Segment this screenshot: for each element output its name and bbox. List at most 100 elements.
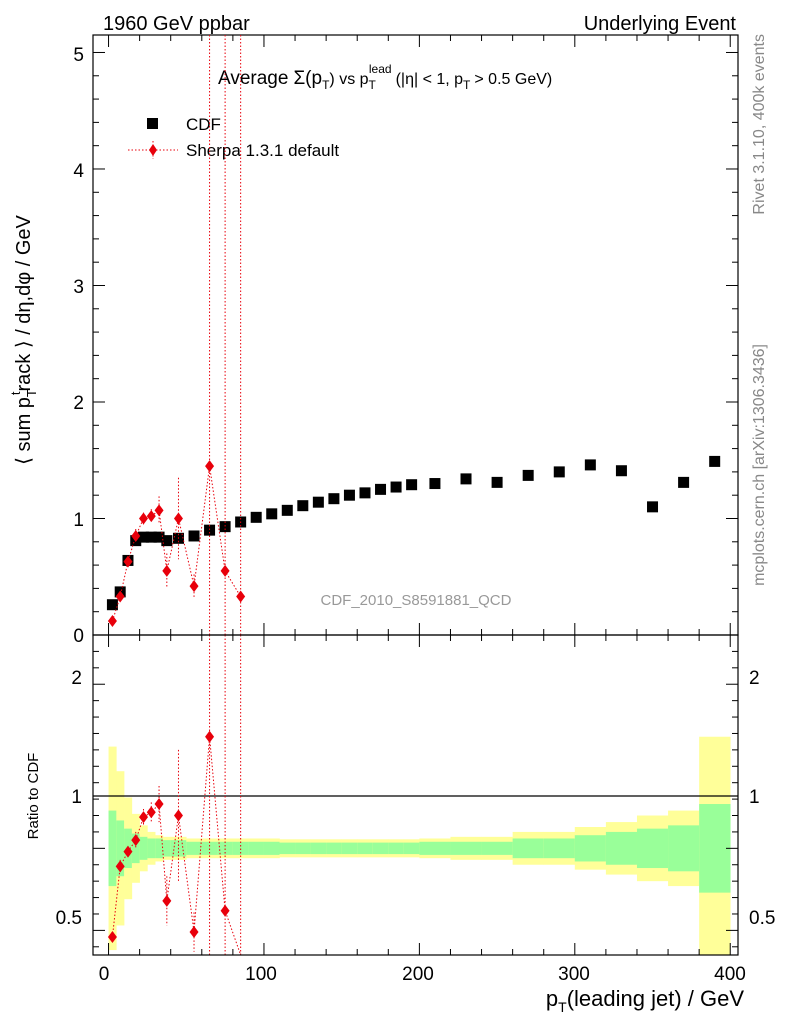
sherpa-point [236, 590, 246, 603]
ratio-data-layer [107, 635, 242, 956]
sherpa-ratio-point [220, 904, 230, 917]
sherpa-ratio-point [146, 806, 156, 819]
main-ticks [93, 35, 738, 636]
sherpa-ratio-point [123, 845, 133, 858]
cdf-point [204, 524, 216, 536]
cdf-point [297, 500, 309, 512]
cdf-point [138, 531, 150, 543]
ratio-inner-band [403, 842, 420, 855]
cdf-point [343, 489, 355, 501]
sherpa-ratio-point [205, 730, 215, 743]
sherpa-ratio-point [154, 798, 164, 811]
ratio-inner-band [341, 842, 358, 855]
sherpa-ratio-point [107, 930, 117, 943]
sherpa-point [131, 529, 141, 542]
cdf-point [491, 476, 503, 488]
legend-sherpa-marker [149, 144, 157, 156]
legend-cdf-marker [147, 118, 158, 129]
legend-cdf-label: CDF [186, 115, 221, 134]
sherpa-ratio-point [173, 809, 183, 822]
cdf-point [250, 511, 262, 523]
sherpa-point [189, 580, 199, 593]
ratio-ytick-label-right-1: 1 [749, 787, 760, 808]
sherpa-point [139, 512, 149, 525]
sherpa-point [115, 590, 125, 603]
ratio-ticks [93, 635, 738, 955]
cdf-point [615, 465, 627, 477]
rivet-label: Rivet 3.1.10, 400k events [751, 34, 768, 215]
ratio-inner-band [419, 841, 451, 855]
ratio-ytick-label-right-2: 2 [749, 668, 760, 689]
cdf-point [328, 493, 340, 505]
ratio-ytick-label-2: 2 [71, 668, 82, 689]
ratio-inner-band [131, 833, 140, 864]
ratio-inner-band [605, 831, 638, 865]
sherpa-point [154, 504, 164, 517]
sherpa-ratio-point [115, 860, 125, 873]
ytick-label-5: 5 [73, 45, 84, 66]
cdf-point [390, 481, 402, 493]
ratio-inner-band [116, 820, 125, 877]
ratio-inner-band [636, 828, 669, 869]
sherpa-point [205, 460, 215, 473]
analysis-watermark: CDF_2010_S8591881_QCD [321, 592, 512, 609]
xaxis-label: pT(leading jet) / GeV [546, 986, 744, 1015]
sherpa-point [123, 555, 133, 568]
legend: CDF Sherpa 1.3.1 default [128, 115, 339, 160]
main-ylabel: ⟨ sum pTtrack ⟩ / dη,dφ / GeV [8, 214, 39, 464]
header-right: Underlying Event [584, 13, 737, 35]
cdf-point [429, 478, 441, 490]
cdf-point [161, 535, 173, 547]
ratio-inner-band [263, 841, 280, 855]
main-panel: 0 1 2 3 4 5 ⟨ sum pTtrack ⟩ / dη,dφ / Ge… [8, 34, 739, 647]
cdf-point [522, 469, 534, 481]
cdf-point [709, 455, 721, 467]
ratio-inner-band [147, 838, 156, 859]
ratio-inner-band [279, 842, 296, 855]
cdf-point [153, 531, 165, 543]
cdf-point [678, 476, 690, 488]
ratio-inner-band [108, 810, 117, 887]
legend-sherpa-label: Sherpa 1.3.1 default [186, 141, 339, 160]
ratio-inner-band [450, 841, 482, 855]
ratio-inner-band [295, 842, 311, 855]
cdf-point [219, 521, 231, 533]
ytick-label-2: 2 [73, 393, 84, 414]
ratio-inner-band [186, 841, 203, 855]
xtick-label-100: 100 [245, 964, 277, 985]
ratio-inner-band [372, 842, 389, 855]
ratio-ylabel: Ratio to CDF [25, 753, 42, 840]
sherpa-point [173, 512, 183, 525]
main-ytick-labels: 0 1 2 3 4 5 [73, 45, 84, 647]
ratio-inner-band [574, 835, 607, 862]
ratio-inner-band [512, 838, 545, 859]
ratio-inner-band [699, 804, 731, 893]
ratio-frame [92, 634, 739, 956]
cdf-point [553, 466, 565, 478]
ratio-inner-band [481, 841, 513, 855]
ytick-label-3: 3 [73, 277, 84, 298]
sherpa-point [220, 564, 230, 577]
cdf-point [460, 473, 472, 485]
ratio-ytick-label-1: 1 [71, 787, 82, 808]
ratio-bands [108, 736, 731, 955]
ratio-inner-band [217, 841, 234, 855]
cdf-point [359, 487, 371, 499]
xtick-label-300: 300 [558, 964, 590, 985]
ytick-label-0: 0 [73, 626, 84, 647]
xtick-label-400: 400 [714, 964, 746, 985]
plot-title: Average Σ(pT) vs pTlead(|η| < 1, pT > 0.5 … [218, 62, 552, 92]
ratio-inner-band [232, 841, 249, 855]
sherpa-point [107, 615, 117, 628]
sherpa-ratio-point [189, 926, 199, 939]
sherpa-ratio-point [162, 894, 172, 907]
xtick-label-0: 0 [99, 964, 110, 985]
cdf-point [266, 508, 278, 520]
main-data-layer [106, 35, 721, 635]
cdf-point [584, 459, 596, 471]
ratio-inner-band [310, 842, 327, 855]
cdf-point [145, 531, 157, 543]
cdf-point [647, 501, 659, 513]
ratio-inner-band [543, 838, 576, 859]
